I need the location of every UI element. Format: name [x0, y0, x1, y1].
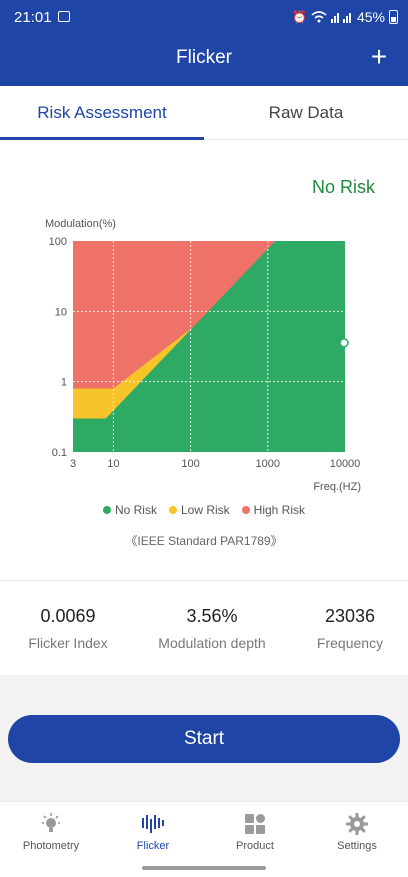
tab-raw-data[interactable]: Raw Data [268, 103, 344, 122]
wifi-icon [311, 11, 327, 23]
x-tick-label: 10 [107, 458, 119, 470]
nav-settings[interactable]: Settings [306, 802, 408, 862]
grid-icon [245, 814, 265, 834]
region-no-risk [73, 241, 345, 452]
legend-low-risk-label: Low Risk [180, 503, 230, 517]
modulation-depth-label: Modulation depth [158, 635, 266, 651]
active-tab-indicator [0, 137, 204, 140]
frequency-label: Frequency [316, 635, 384, 651]
standard-note: 《IEEE Standard PAR1789》 [125, 534, 283, 548]
legend-low-risk: Low Risk [168, 503, 230, 517]
gallery-notification-icon [58, 11, 70, 22]
tab-bar: Risk Assessment Raw Data [0, 86, 408, 140]
metric-flicker-index: 0.0069 Flicker Index [0, 606, 136, 651]
y-tick-label: 10 [55, 306, 67, 318]
legend-high-risk-label: High Risk [253, 503, 306, 517]
battery-percent: 45% [356, 9, 385, 25]
x-tick-label: 1000 [256, 458, 280, 470]
x-tick-label: 3 [70, 458, 76, 470]
nav-product-label: Product [236, 840, 274, 852]
tab-risk-assessment[interactable]: Risk Assessment [37, 103, 167, 122]
legend-no-risk: No Risk [102, 503, 157, 517]
frequency-value: 23036 [324, 606, 376, 626]
high-risk-dot [241, 506, 250, 514]
bottom-nav: Photometry Flicker Product [0, 801, 408, 863]
signal-icon [330, 13, 351, 23]
gear-icon [346, 813, 368, 835]
legend-high-risk: High Risk [241, 503, 306, 517]
status-time: 21:01 [14, 9, 52, 26]
flicker-risk-chart: Modulation(%) 3 10 100 1000 10000 0.1110100 … [45, 218, 361, 493]
flicker-index-value: 0.0069 [40, 606, 96, 626]
bulb-icon [42, 813, 60, 832]
start-button[interactable]: Start [8, 715, 400, 763]
divider [0, 580, 408, 581]
chart-legend: No Risk Low Risk High Risk [0, 503, 408, 517]
waveform-icon [142, 815, 164, 833]
risk-status: No Risk [311, 177, 375, 197]
home-indicator [142, 866, 266, 870]
app-bar: Flicker + [0, 34, 408, 86]
legend-no-risk-label: No Risk [114, 503, 157, 517]
nav-flicker-label: Flicker [136, 840, 170, 852]
nav-settings-label: Settings [337, 840, 377, 852]
measurement-point [339, 338, 349, 348]
y-tick-label: 1 [61, 377, 67, 389]
nav-photometry[interactable]: Photometry [0, 802, 102, 862]
x-tick-label: 10000 [330, 458, 361, 470]
nav-product[interactable]: Product [204, 802, 306, 862]
low-risk-dot [168, 506, 177, 514]
modulation-depth-value: 3.56% [186, 606, 238, 626]
x-tick-label: 100 [181, 458, 199, 470]
nav-flicker[interactable]: Flicker [102, 802, 204, 862]
y-axis-label: Modulation(%) [45, 218, 116, 230]
y-tick-label: 0.1 [52, 447, 67, 459]
flicker-index-label: Flicker Index [28, 635, 108, 651]
alarm-icon: ⏰ [292, 10, 307, 24]
metric-frequency: 23036 Frequency [282, 606, 408, 651]
x-axis-label: Freq.(HZ) [313, 481, 361, 493]
y-tick-label: 100 [49, 236, 67, 248]
battery-icon [389, 10, 398, 24]
add-button[interactable]: + [370, 41, 388, 72]
nav-photometry-label: Photometry [22, 840, 80, 852]
status-indicators: ⏰ 45% [292, 9, 398, 25]
page-title: Flicker [176, 47, 232, 68]
metric-modulation-depth: 3.56% Modulation depth [144, 606, 280, 651]
status-bar: 21:01 ⏰ 45% [0, 0, 408, 34]
no-risk-dot [102, 506, 111, 514]
